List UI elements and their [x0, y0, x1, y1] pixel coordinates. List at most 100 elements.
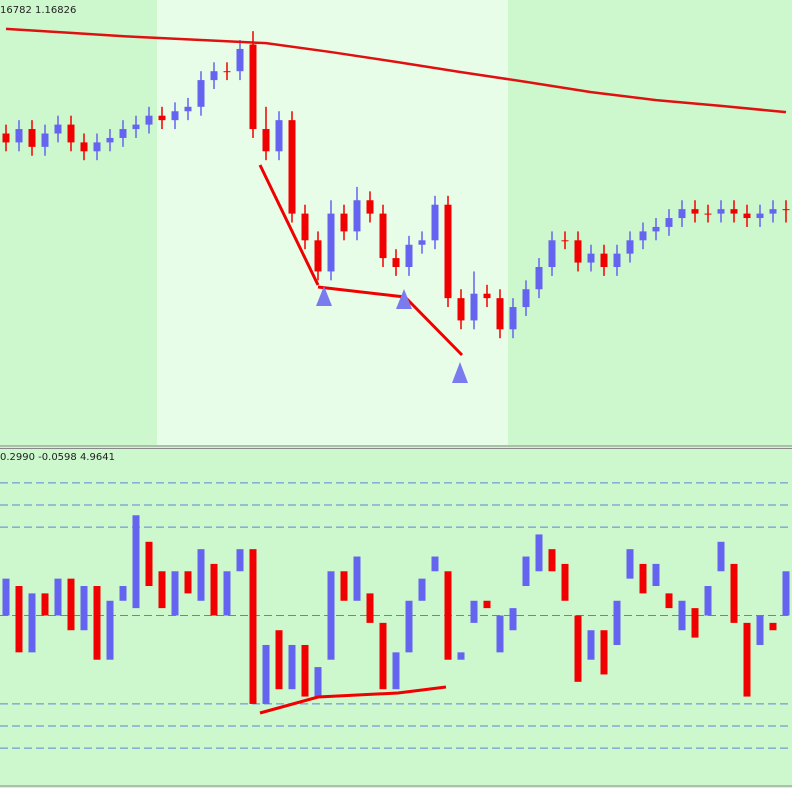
candle-body: [2, 578, 10, 616]
candle-body: [691, 209, 699, 214]
candle-body: [366, 593, 374, 623]
trend-line: [258, 164, 320, 286]
candle-body: [535, 534, 543, 572]
price-header: 16782 1.16826: [0, 5, 76, 16]
candle-body: [613, 600, 621, 645]
candle-body: [457, 298, 465, 321]
candle-body: [67, 578, 75, 631]
candle-body: [314, 240, 322, 272]
candle-body: [223, 71, 231, 73]
candle-body: [509, 608, 517, 631]
candle-body: [197, 80, 205, 107]
candle-body: [392, 652, 400, 690]
candle-body: [2, 133, 10, 143]
candle-body: [80, 142, 88, 152]
up-arrow: [316, 286, 332, 306]
candle-body: [119, 586, 127, 601]
candle-body: [587, 630, 595, 660]
candle-body: [15, 586, 23, 653]
candle-body: [405, 244, 413, 267]
candle-body: [613, 253, 621, 267]
candle-body: [496, 615, 504, 653]
candle-body: [600, 253, 608, 267]
candle-body: [301, 644, 309, 697]
candle-body: [730, 563, 738, 623]
candle-body: [769, 209, 777, 214]
candle-body: [262, 644, 270, 704]
candle-body: [275, 120, 283, 152]
candle-body: [93, 142, 101, 152]
oscillator-header: 0.2990 -0.0598 4.9641: [0, 452, 115, 463]
candle-body: [561, 563, 569, 601]
moving-average: [5, 27, 787, 114]
candle-body: [93, 586, 101, 660]
bottom-panel: [0, 449, 792, 785]
candle-body: [704, 213, 712, 215]
candle-body: [509, 307, 517, 330]
candle-body: [405, 600, 413, 653]
candle-body: [15, 129, 23, 143]
candle-body: [535, 267, 543, 290]
candle-body: [743, 622, 751, 697]
candle-body: [470, 600, 478, 623]
candle-body: [392, 258, 400, 267]
candle-body: [756, 615, 764, 645]
candle-body: [730, 209, 738, 214]
candle-body: [54, 578, 62, 616]
candle-body: [236, 549, 244, 572]
candle-body: [54, 124, 62, 134]
annotations: [258, 164, 464, 715]
candle-body: [678, 209, 686, 219]
candle-body: [41, 133, 49, 147]
candle-body: [574, 615, 582, 682]
candle-body: [80, 586, 88, 631]
oscillator-layer: [0, 482, 792, 749]
candle-body: [288, 644, 296, 690]
candle-body: [418, 578, 426, 601]
candle-body: [119, 129, 127, 138]
candle-body: [704, 586, 712, 616]
candle-body: [184, 106, 192, 112]
candle-body: [184, 571, 192, 594]
candle-body: [197, 549, 205, 601]
candle-body: [28, 129, 36, 147]
candle-body: [145, 115, 153, 125]
candle-body: [158, 571, 166, 609]
candle-body: [301, 213, 309, 241]
candle-body: [626, 240, 634, 254]
candle-body: [574, 240, 582, 263]
candle-body: [327, 213, 335, 272]
candle-body: [496, 298, 504, 330]
candle-body: [28, 593, 36, 653]
candle-body: [132, 515, 140, 609]
candle-body: [483, 293, 491, 299]
candle-body: [431, 556, 439, 572]
candle-body: [782, 571, 790, 616]
candle-body: [626, 549, 634, 579]
candle-body: [522, 556, 530, 587]
candle-body: [470, 293, 478, 321]
candle-body: [379, 213, 387, 259]
candle-body: [652, 226, 660, 232]
candle-body: [717, 541, 725, 572]
candle-body: [171, 111, 179, 121]
candle-body: [145, 541, 153, 587]
candle-body: [639, 563, 647, 594]
candle-body: [106, 137, 114, 143]
candle-body: [548, 240, 556, 267]
candle-body: [158, 115, 166, 121]
candle-body: [288, 120, 296, 214]
candle-body: [67, 124, 75, 143]
candle-body: [431, 204, 439, 241]
candle-body: [223, 571, 231, 616]
candle-body: [522, 289, 530, 308]
candle-body: [236, 48, 244, 72]
candle-body: [587, 253, 595, 263]
trend-line: [403, 295, 464, 357]
candle-body: [600, 630, 608, 675]
candle-body: [210, 563, 218, 616]
candle-body: [353, 556, 361, 601]
trend-line: [259, 685, 447, 715]
